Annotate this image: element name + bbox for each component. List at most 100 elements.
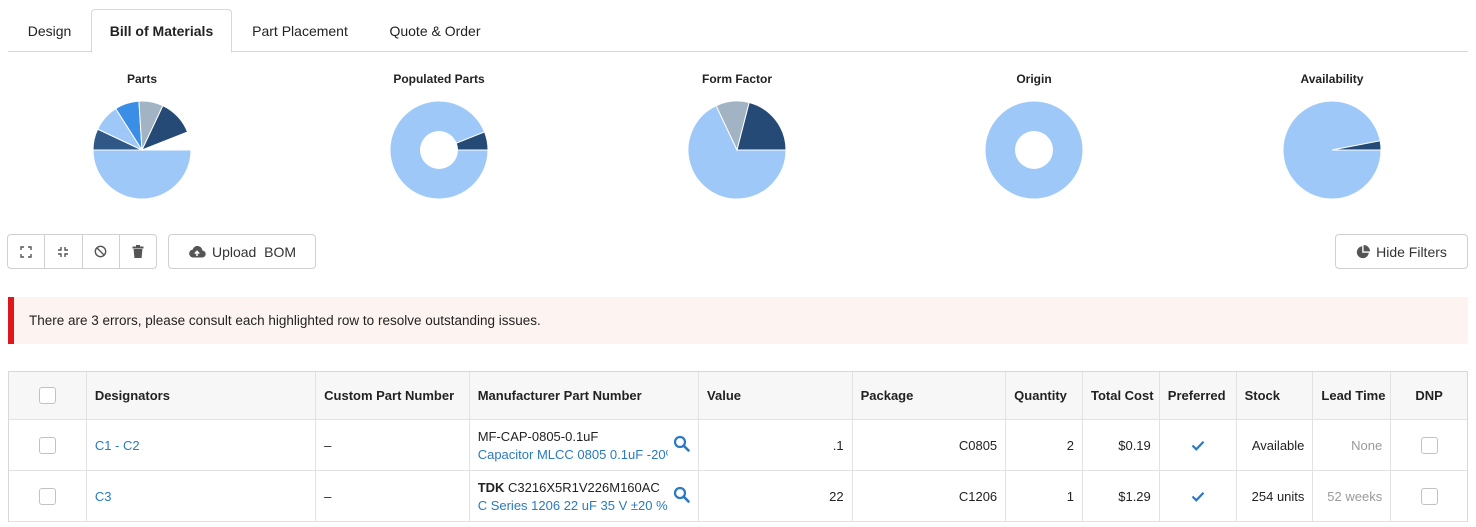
designators-link[interactable]: C3 [94, 488, 112, 504]
mpn-brand: TDK [477, 479, 505, 495]
parts-pie-chart[interactable] [92, 100, 192, 200]
checkmark-icon [1191, 440, 1204, 451]
designators-link[interactable]: C1 - C2 [94, 437, 140, 453]
select-all-checkbox[interactable] [38, 387, 56, 404]
mpn-code: MF-CAP-0805-0.1uF [477, 428, 599, 444]
block-button[interactable] [83, 235, 120, 268]
donut-hole [1015, 131, 1053, 169]
package-cell: C1206 [853, 471, 1007, 521]
pie-slice[interactable] [1331, 140, 1382, 151]
chart-title: Origin [1016, 72, 1052, 86]
tab-label: Quote & Order [389, 22, 481, 39]
header-designators[interactable]: Designators [87, 372, 317, 419]
populated-parts-donut-chart[interactable] [389, 100, 489, 200]
header-quantity[interactable]: Quantity [1006, 372, 1083, 419]
tab-bar: Design Bill of Materials Part Placement … [8, 9, 1468, 53]
upload-bom-button[interactable]: Upload BOM [168, 234, 316, 269]
header-total-cost[interactable]: Total Cost [1083, 372, 1160, 419]
upload-bom-label: Upload BOM [211, 243, 297, 260]
value-cell: .1 [699, 420, 853, 470]
preferred-cell [1160, 471, 1237, 521]
header-package[interactable]: Package [853, 372, 1007, 419]
tab-quote-order[interactable]: Quote & Order [368, 9, 502, 52]
quantity-cell: 1 [1006, 471, 1083, 521]
search-icon[interactable] [673, 435, 690, 452]
mpn-cell: MF-CAP-0805-0.1uF Capacitor MLCC 0805 0.… [470, 420, 700, 470]
chart-title: Parts [126, 72, 158, 86]
pie-slice[interactable] [687, 104, 787, 200]
delete-button[interactable] [120, 235, 156, 268]
header-select-all [9, 372, 87, 419]
header-preferred[interactable]: Preferred [1160, 372, 1237, 419]
stock-cell: 254 units [1237, 471, 1314, 521]
package-cell: C0805 [853, 420, 1007, 470]
checkmark-icon [1191, 491, 1204, 502]
mpn-code: C3216X5R1V226M160AC [508, 479, 660, 495]
table-header-row: Designators Custom Part Number Manufactu… [9, 372, 1467, 420]
collapse-button[interactable] [45, 235, 83, 268]
chart-origin: Origin [934, 66, 1134, 206]
dnp-cell [1391, 471, 1467, 521]
mpn-description-link[interactable]: Capacitor MLCC 0805 0.1uF -20% to +80% 5… [477, 446, 668, 462]
hide-filters-button[interactable]: Hide Filters [1335, 234, 1468, 269]
row-checkbox[interactable] [38, 436, 56, 454]
error-message: There are 3 errors, please consult each … [29, 313, 541, 328]
chart-title: Availability [1300, 72, 1364, 86]
quantity-cell: 2 [1006, 420, 1083, 470]
total-cost-cell: $0.19 [1083, 420, 1160, 470]
error-banner: There are 3 errors, please consult each … [8, 297, 1468, 344]
chart-availability: Availability [1232, 66, 1432, 206]
tab-label: Design [27, 22, 72, 39]
row-checkbox[interactable] [38, 487, 56, 505]
custom-part-number-cell: – [316, 471, 470, 521]
tab-label: Bill of Materials [109, 23, 214, 39]
chart-title: Form Factor [701, 72, 772, 86]
bom-table: Designators Custom Part Number Manufactu… [8, 371, 1468, 522]
availability-pie-chart[interactable] [1282, 100, 1382, 200]
header-dnp[interactable]: DNP [1415, 388, 1443, 403]
chart-populated-parts: Populated Parts [339, 66, 539, 206]
header-value[interactable]: Value [699, 372, 853, 419]
row-select-cell [9, 420, 87, 470]
search-icon[interactable] [673, 486, 690, 503]
header-stock[interactable]: Stock [1237, 372, 1314, 419]
form-factor-pie-chart[interactable] [687, 100, 787, 200]
tab-design[interactable]: Design [8, 9, 91, 52]
tab-part-placement[interactable]: Part Placement [232, 9, 368, 52]
table-row[interactable]: C3 – TDK C3216X5R1V226M160AC C Series 12… [9, 471, 1467, 522]
pie-slice[interactable] [736, 101, 787, 151]
mpn-cell: TDK C3216X5R1V226M160AC C Series 1206 22… [470, 471, 700, 521]
header-mpn[interactable]: Manufacturer Part Number [470, 372, 700, 419]
pie-chart-icon [1356, 244, 1371, 258]
lead-time-cell: 52 weeks [1313, 471, 1392, 521]
value-cell: 22 [699, 471, 853, 521]
tab-label: Part Placement [252, 22, 348, 39]
header-lead-time[interactable]: Lead Time [1313, 372, 1392, 419]
total-cost-cell: $1.29 [1083, 471, 1160, 521]
trash-icon [132, 245, 144, 258]
lead-time-cell: None [1313, 420, 1392, 470]
expand-icon [20, 245, 32, 258]
expand-button[interactable] [8, 235, 46, 268]
collapse-icon [58, 246, 69, 257]
custom-part-number-cell: – [316, 420, 470, 470]
block-icon [94, 245, 107, 258]
mpn-description-link[interactable]: C Series 1206 22 uF 35 V ±20 % Tolerance… [477, 497, 668, 513]
chart-form-factor: Form Factor [637, 66, 837, 206]
header-custom-part-number[interactable]: Custom Part Number [316, 372, 470, 419]
tab-bill-of-materials[interactable]: Bill of Materials [91, 9, 232, 53]
origin-donut-chart[interactable] [984, 100, 1084, 200]
dnp-checkbox[interactable] [1420, 487, 1438, 505]
pie-slice[interactable] [92, 149, 192, 200]
pie-slice[interactable] [141, 104, 189, 151]
stock-cell: Available [1237, 420, 1314, 470]
hide-filters-label: Hide Filters [1376, 243, 1447, 260]
chart-title: Populated Parts [393, 72, 485, 86]
dnp-checkbox[interactable] [1420, 436, 1438, 454]
designators-cell: C3 [87, 471, 317, 521]
designators-cell: C1 - C2 [87, 420, 317, 470]
donut-hole [420, 131, 458, 169]
row-select-cell [9, 471, 87, 521]
chart-parts: Parts [42, 66, 242, 206]
table-row[interactable]: C1 - C2 – MF-CAP-0805-0.1uF Capacitor ML… [9, 420, 1467, 471]
